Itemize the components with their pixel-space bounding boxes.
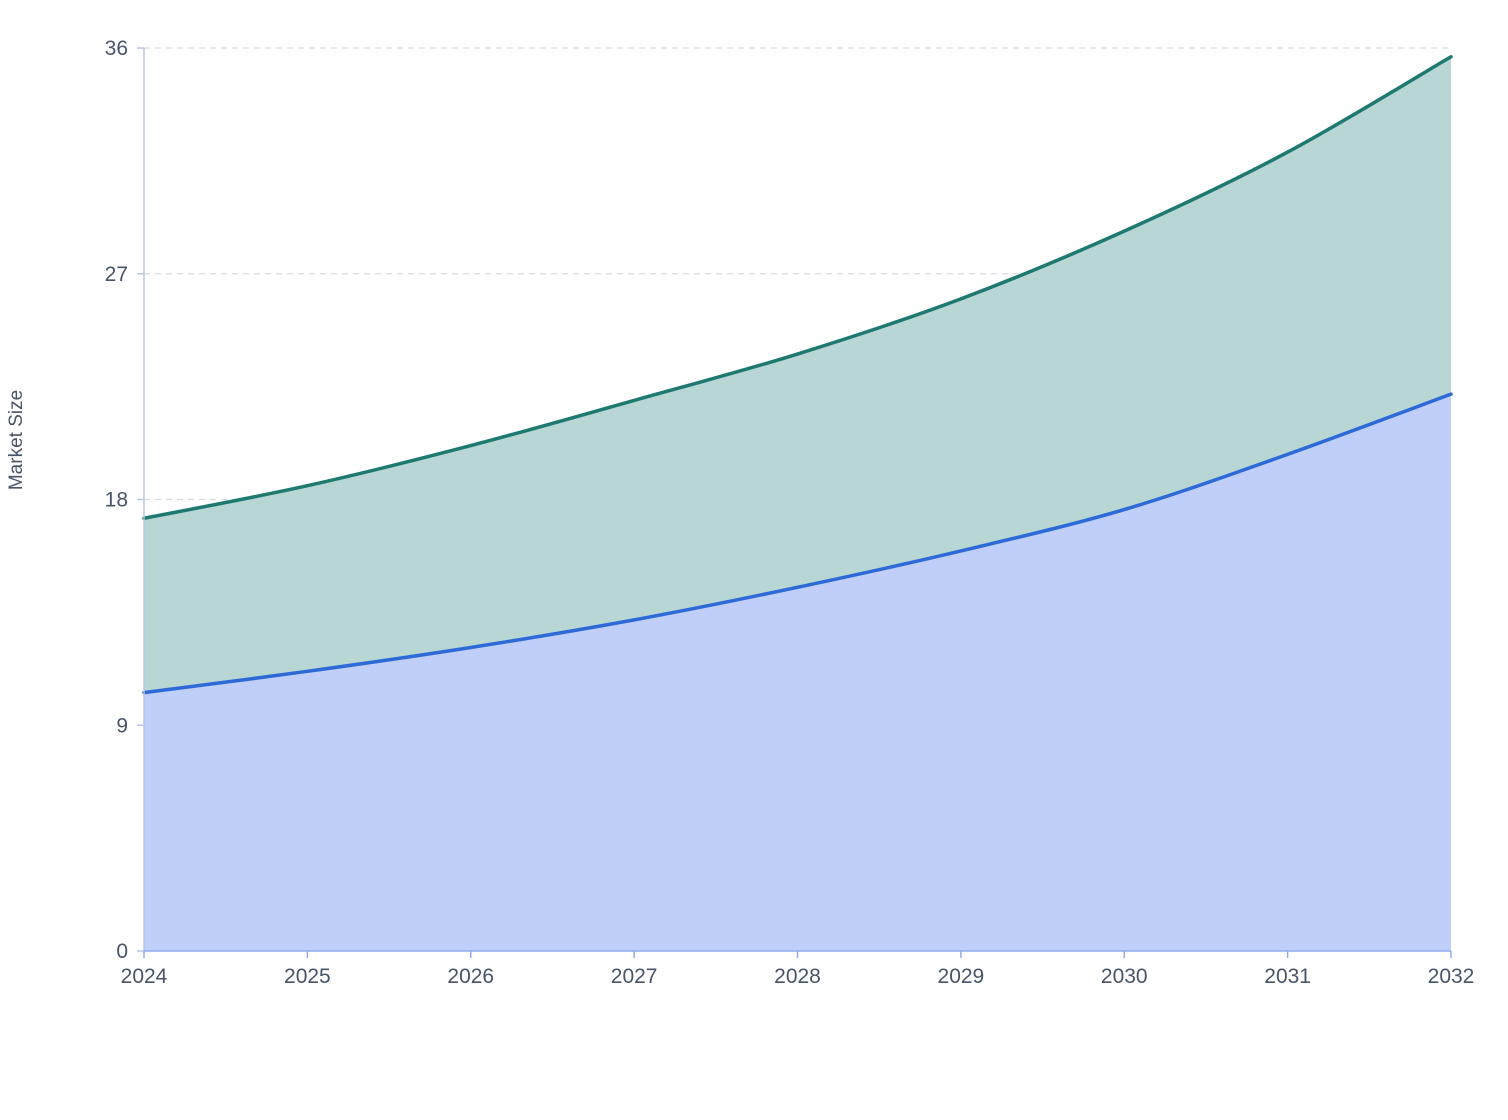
y-tick-label: 36 (105, 37, 128, 60)
x-tick-label: 2030 (1101, 965, 1148, 988)
x-tick-label: 2026 (447, 965, 494, 988)
x-tick-label: 2028 (774, 965, 821, 988)
x-tick-label: 2031 (1264, 965, 1311, 988)
x-axis-ticks: 2024 2025 2026 2027 2028 2029 2030 2031 2032 (121, 951, 1475, 988)
series-1-line (142, 392, 1453, 695)
x-tick-label: 2029 (938, 965, 985, 988)
x-tick-label: 2024 (121, 965, 168, 988)
y-axis-ticks: 0 9 18 27 36 (105, 37, 144, 963)
area-fills (144, 56, 1451, 951)
x-tick-label: 2027 (611, 965, 658, 988)
y-tick-label: 0 (116, 940, 128, 963)
series-2-area (144, 56, 1451, 693)
x-tick-label: 2032 (1428, 965, 1475, 988)
y-tick-label: 18 (105, 489, 128, 512)
y-axis-title: Market Size (6, 390, 27, 490)
series-2-line (142, 55, 1453, 521)
y-tick-label: 27 (105, 263, 128, 286)
x-tick-label: 2025 (284, 965, 331, 988)
series-1-area (144, 394, 1451, 951)
series-lines (142, 55, 1453, 695)
y-tick-label: 9 (116, 714, 128, 737)
